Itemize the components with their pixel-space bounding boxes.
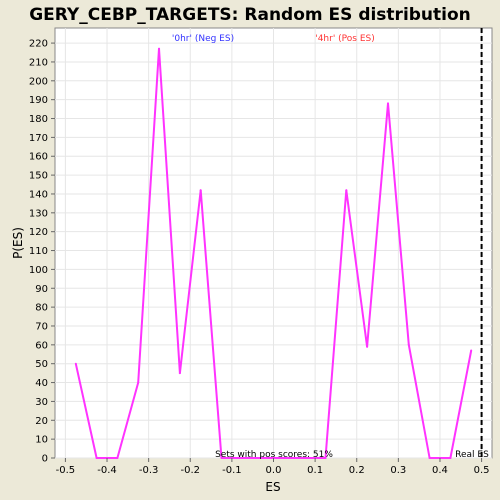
data-point [137, 381, 140, 384]
y-tick-label: 200 [29, 76, 48, 87]
x-tick-label: -0.3 [139, 465, 159, 476]
x-tick-label: 0.2 [349, 465, 365, 476]
x-tick-label: -0.5 [56, 465, 76, 476]
data-point [74, 362, 77, 365]
data-point [366, 345, 369, 348]
y-tick-label: 70 [35, 321, 48, 332]
data-point [345, 189, 348, 192]
y-tick-label: 0 [42, 454, 48, 465]
data-point [303, 457, 306, 459]
y-tick-label: 50 [35, 359, 48, 370]
pos-es-label: '4hr' (Pos ES) [315, 34, 375, 44]
data-point [158, 47, 161, 50]
data-point [116, 457, 119, 459]
x-tick-label: 0.0 [266, 465, 282, 476]
y-tick-label: 60 [35, 340, 48, 351]
data-point [324, 457, 327, 459]
data-point [449, 457, 452, 459]
y-tick-label: 220 [29, 39, 48, 50]
y-axis-label: P(ES) [11, 227, 25, 259]
data-point [282, 457, 285, 459]
data-point [241, 457, 244, 459]
real-es-label: Real ES [455, 450, 489, 460]
y-tick-label: 90 [35, 284, 48, 295]
y-tick-label: 130 [29, 208, 48, 219]
data-point [95, 457, 98, 459]
y-tick-label: 80 [35, 303, 48, 314]
y-tick-label: 140 [29, 189, 48, 200]
x-tick-label: -0.2 [181, 465, 201, 476]
data-point [178, 372, 181, 375]
y-tick-label: 160 [29, 152, 48, 163]
y-tick-label: 100 [29, 265, 48, 276]
y-tick-label: 170 [29, 133, 48, 144]
data-point [199, 189, 202, 192]
data-point [470, 349, 473, 352]
y-tick-label: 20 [35, 416, 48, 427]
x-tick-label: 0.5 [474, 465, 490, 476]
data-point [220, 457, 223, 459]
y-tick-label: 10 [35, 435, 48, 446]
x-axis-label: ES [265, 480, 280, 494]
y-tick-label: 210 [29, 57, 48, 68]
data-point [428, 457, 431, 459]
x-tick-label: -0.1 [222, 465, 242, 476]
data-point [262, 457, 265, 459]
x-tick-label: 0.1 [307, 465, 323, 476]
x-tick-label: -0.4 [97, 465, 117, 476]
x-tick-label: 0.3 [390, 465, 406, 476]
pos-scores-annotation: Sets with pos scores: 51% [215, 450, 333, 460]
y-tick-label: 110 [29, 246, 48, 257]
x-tick-label: 0.4 [432, 465, 448, 476]
axes: -0.5 -0.4 -0.3 -0.2 -0.1 0.0 0.1 0.2 0.3 0.4 0.5 0 1… [29, 39, 490, 476]
y-tick-label: 190 [29, 95, 48, 106]
data-point [386, 102, 389, 105]
chart-title: GERY_CEBP_TARGETS: Random ES distributio… [29, 5, 471, 25]
y-tick-label: 150 [29, 171, 48, 182]
y-tick-label: 120 [29, 227, 48, 238]
y-tick-label: 30 [35, 397, 48, 408]
data-point [407, 343, 410, 346]
y-tick-label: 40 [35, 378, 48, 389]
neg-es-label: '0hr' (Neg ES) [172, 34, 234, 44]
y-tick-label: 180 [29, 114, 48, 125]
